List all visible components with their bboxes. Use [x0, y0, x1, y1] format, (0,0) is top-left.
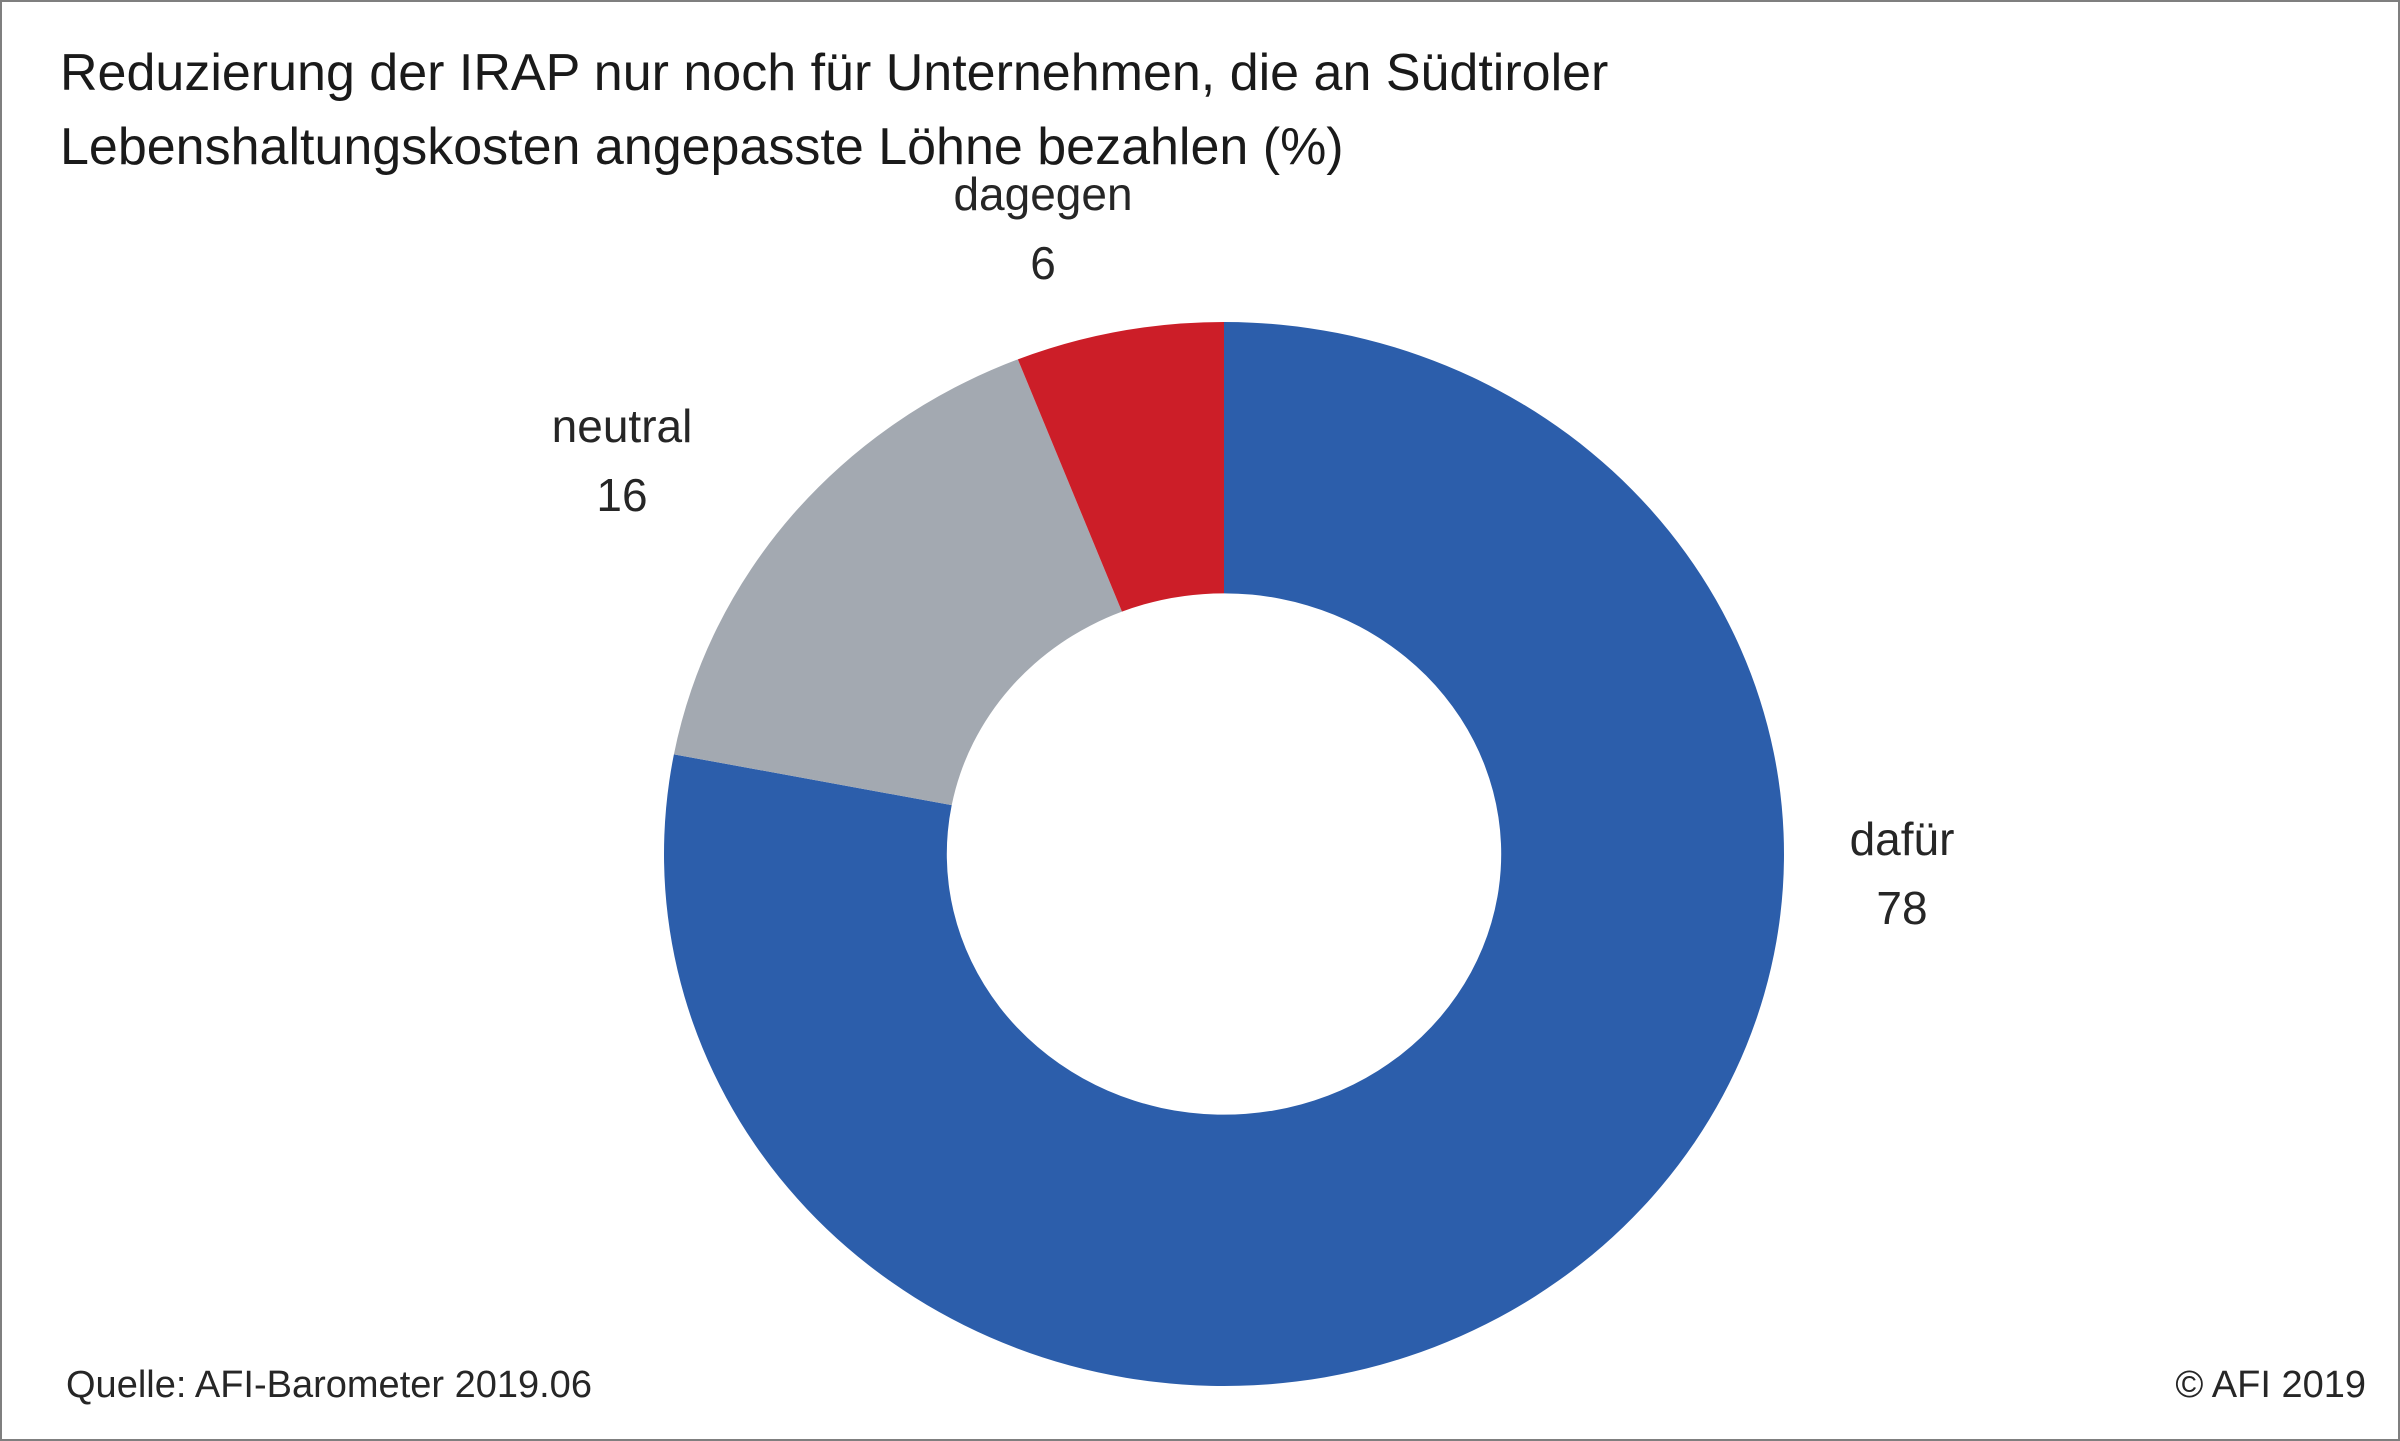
source-note: Quelle: AFI-Barometer 2019.06	[66, 1364, 592, 1406]
donut-slices	[663, 322, 1784, 1386]
slice-dagegen	[1017, 322, 1224, 612]
slice-neutral	[673, 359, 1122, 806]
chart-title-line-1: Reduzierung der IRAP nur noch für Untern…	[60, 44, 1609, 102]
chart-title: Reduzierung der IRAP nur noch für Untern…	[60, 36, 2310, 184]
slice-label-category: dagegen	[953, 168, 1132, 220]
copyright-note: © AFI 2019	[2175, 1364, 2366, 1406]
slice-dafür	[663, 322, 1784, 1386]
donut-labels: dafür 78 neutral 16 dagegen 6	[552, 168, 1955, 934]
slice-label-category: dafür	[1850, 813, 1955, 865]
chart-title-line-2: Lebenshaltungskosten angepasste Löhne be…	[60, 118, 1344, 176]
slice-label-value: 16	[596, 469, 647, 521]
slice-label-value: 78	[1876, 882, 1927, 934]
slice-label-category: neutral	[552, 400, 693, 452]
slice-label-value: 6	[1030, 237, 1056, 289]
